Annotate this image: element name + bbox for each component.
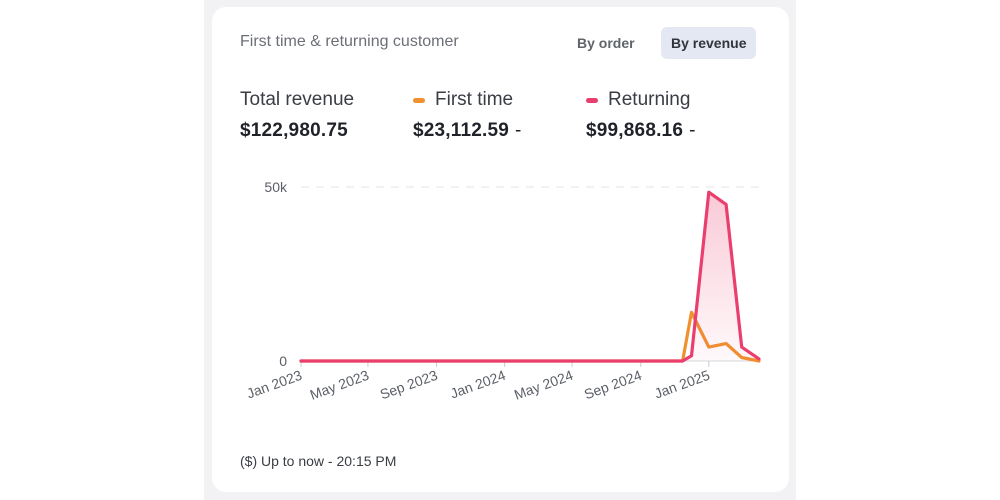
- first-time-metric: First time $23,112.59-: [413, 89, 522, 142]
- x-tick-label: Jan 2025: [652, 367, 712, 402]
- returning-legend-swatch: [586, 97, 598, 103]
- x-tick-label: Jan 2024: [448, 367, 508, 402]
- y-tick-label: 50k: [264, 179, 288, 195]
- total-revenue-metric: Total revenue $122,980.75: [240, 89, 354, 142]
- x-tick-label: Sep 2024: [582, 367, 644, 403]
- x-tick-label: May 2024: [512, 367, 575, 403]
- revenue-line-chart: 0 50k Jan 2023 May 2023 Sep 2023 Jan 2024 May …: [244, 179, 761, 403]
- by-order-toggle[interactable]: By order: [577, 35, 635, 51]
- first-time-label: First time: [435, 89, 514, 110]
- returning-value: $99,868.16: [586, 120, 684, 141]
- returning-area: [301, 192, 759, 361]
- returning-series-line: [299, 190, 761, 363]
- first-time-trend: -: [515, 120, 522, 141]
- y-tick-label: 0: [279, 353, 287, 369]
- returning-label: Returning: [608, 89, 691, 110]
- total-revenue-value: $122,980.75: [240, 120, 348, 141]
- card-title: First time & returning customer: [240, 33, 459, 50]
- by-revenue-toggle[interactable]: By revenue: [661, 27, 757, 59]
- first-time-legend-swatch: [413, 97, 425, 103]
- customer-revenue-card: First time & returning customer By order…: [212, 7, 789, 492]
- returning-trend: -: [689, 120, 696, 141]
- first-time-value: $23,112.59: [413, 120, 510, 141]
- x-tick-label: May 2023: [308, 367, 371, 403]
- total-revenue-label: Total revenue: [240, 89, 355, 110]
- x-tick-label: Sep 2023: [378, 367, 440, 403]
- x-tick-label: Jan 2023: [244, 367, 304, 402]
- returning-metric: Returning $99,868.16-: [586, 89, 696, 142]
- footer-timestamp: ($) Up to now - 20:15 PM: [240, 453, 397, 469]
